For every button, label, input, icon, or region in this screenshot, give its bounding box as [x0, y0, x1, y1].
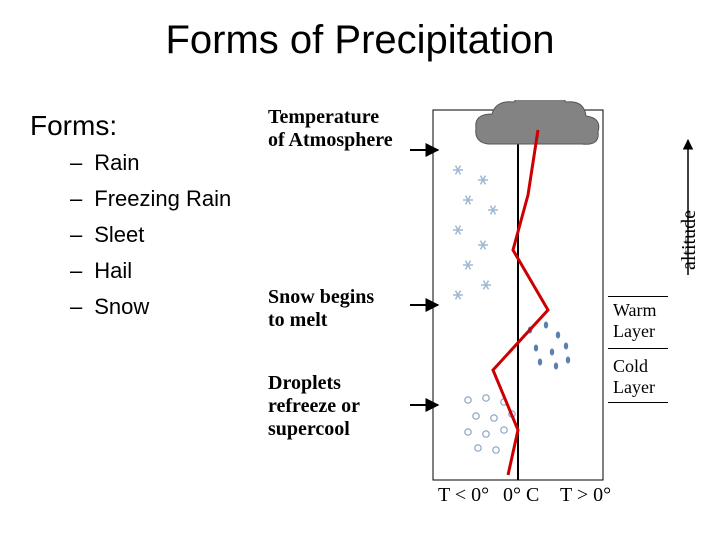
bullet-dash: – — [70, 150, 82, 176]
label-melt: Snow beginsto melt — [268, 286, 374, 332]
bullet-dash: – — [70, 222, 82, 248]
cold-line-bottom — [608, 402, 668, 403]
warm-line-bottom — [608, 348, 668, 349]
axis-center: 0° C — [503, 484, 539, 507]
axis-left: T < 0° — [438, 484, 489, 507]
label-cold-layer: ColdLayer — [613, 356, 655, 398]
label-temperature: Temperatureof Atmosphere — [268, 106, 393, 152]
list-item-label: Sleet — [94, 222, 144, 248]
list-item-label: Freezing Rain — [94, 186, 231, 212]
warm-line-top — [608, 296, 668, 297]
list-item: –Snow — [70, 294, 231, 320]
list-item: –Sleet — [70, 222, 231, 248]
list-item-label: Rain — [94, 150, 139, 176]
page-title: Forms of Precipitation — [0, 18, 720, 63]
bullet-dash: – — [70, 186, 82, 212]
precipitation-diagram: Temperatureof Atmosphere Snow beginsto m… — [268, 100, 708, 520]
list-item-label: Hail — [94, 258, 132, 284]
list-item: –Freezing Rain — [70, 186, 231, 212]
list-item: –Hail — [70, 258, 231, 284]
altitude-label: altitude — [678, 210, 701, 270]
bullet-dash: – — [70, 258, 82, 284]
forms-list: –Rain–Freezing Rain–Sleet–Hail–Snow — [70, 150, 231, 330]
axis-right: T > 0° — [560, 484, 611, 507]
label-warm-layer: WarmLayer — [613, 300, 657, 342]
list-item-label: Snow — [94, 294, 149, 320]
label-refreeze: Dropletsrefreeze orsupercool — [268, 372, 360, 441]
list-item: –Rain — [70, 150, 231, 176]
bullet-dash: – — [70, 294, 82, 320]
forms-heading: Forms: — [30, 110, 117, 142]
